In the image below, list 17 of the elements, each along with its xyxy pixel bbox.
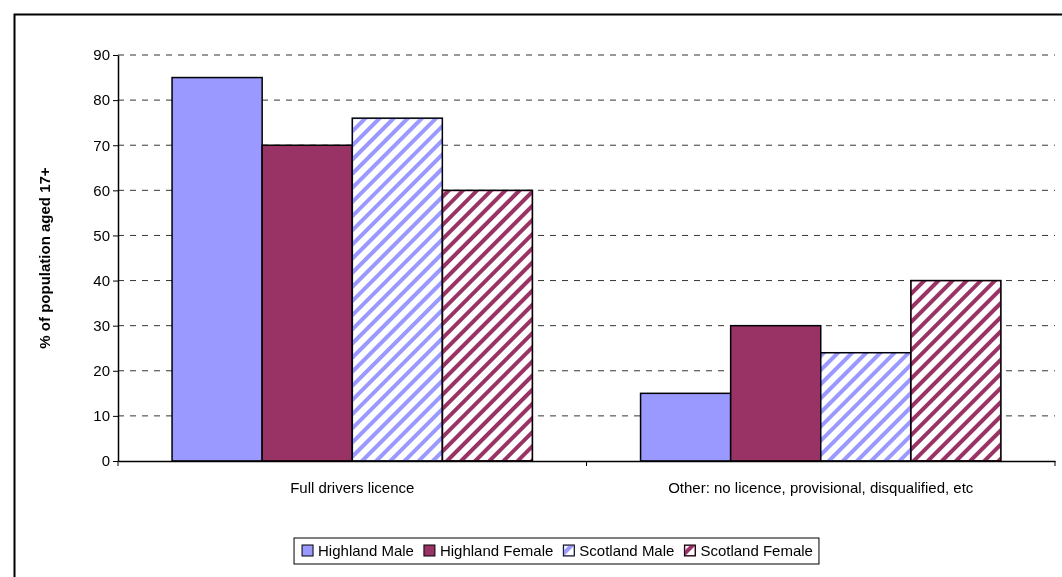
y-tick-label: 90 — [93, 46, 110, 64]
y-tick-label: 50 — [93, 226, 110, 244]
y-tick-label: 40 — [93, 271, 110, 289]
y-tick-label: 60 — [93, 181, 110, 199]
y-tick-label: 70 — [93, 136, 110, 154]
y-tick-label: 30 — [93, 316, 110, 334]
y-tick-label: 10 — [93, 407, 110, 425]
legend-label: Scotland Male — [579, 542, 675, 559]
y-tick-label: 20 — [93, 362, 110, 380]
legend-label: Scotland Female — [700, 542, 813, 559]
x-tick-label: Full drivers licence — [290, 478, 415, 496]
y-tick-label: 80 — [93, 91, 110, 109]
x-tick-label: Other: no licence, provisional, disqualified, etc — [668, 478, 974, 496]
legend-label: Highland Female — [439, 542, 554, 559]
y-axis-title: % of population aged 17+ — [36, 167, 53, 349]
y-tick-label: 0 — [101, 452, 110, 470]
legend-label: Highland Male — [318, 542, 414, 559]
